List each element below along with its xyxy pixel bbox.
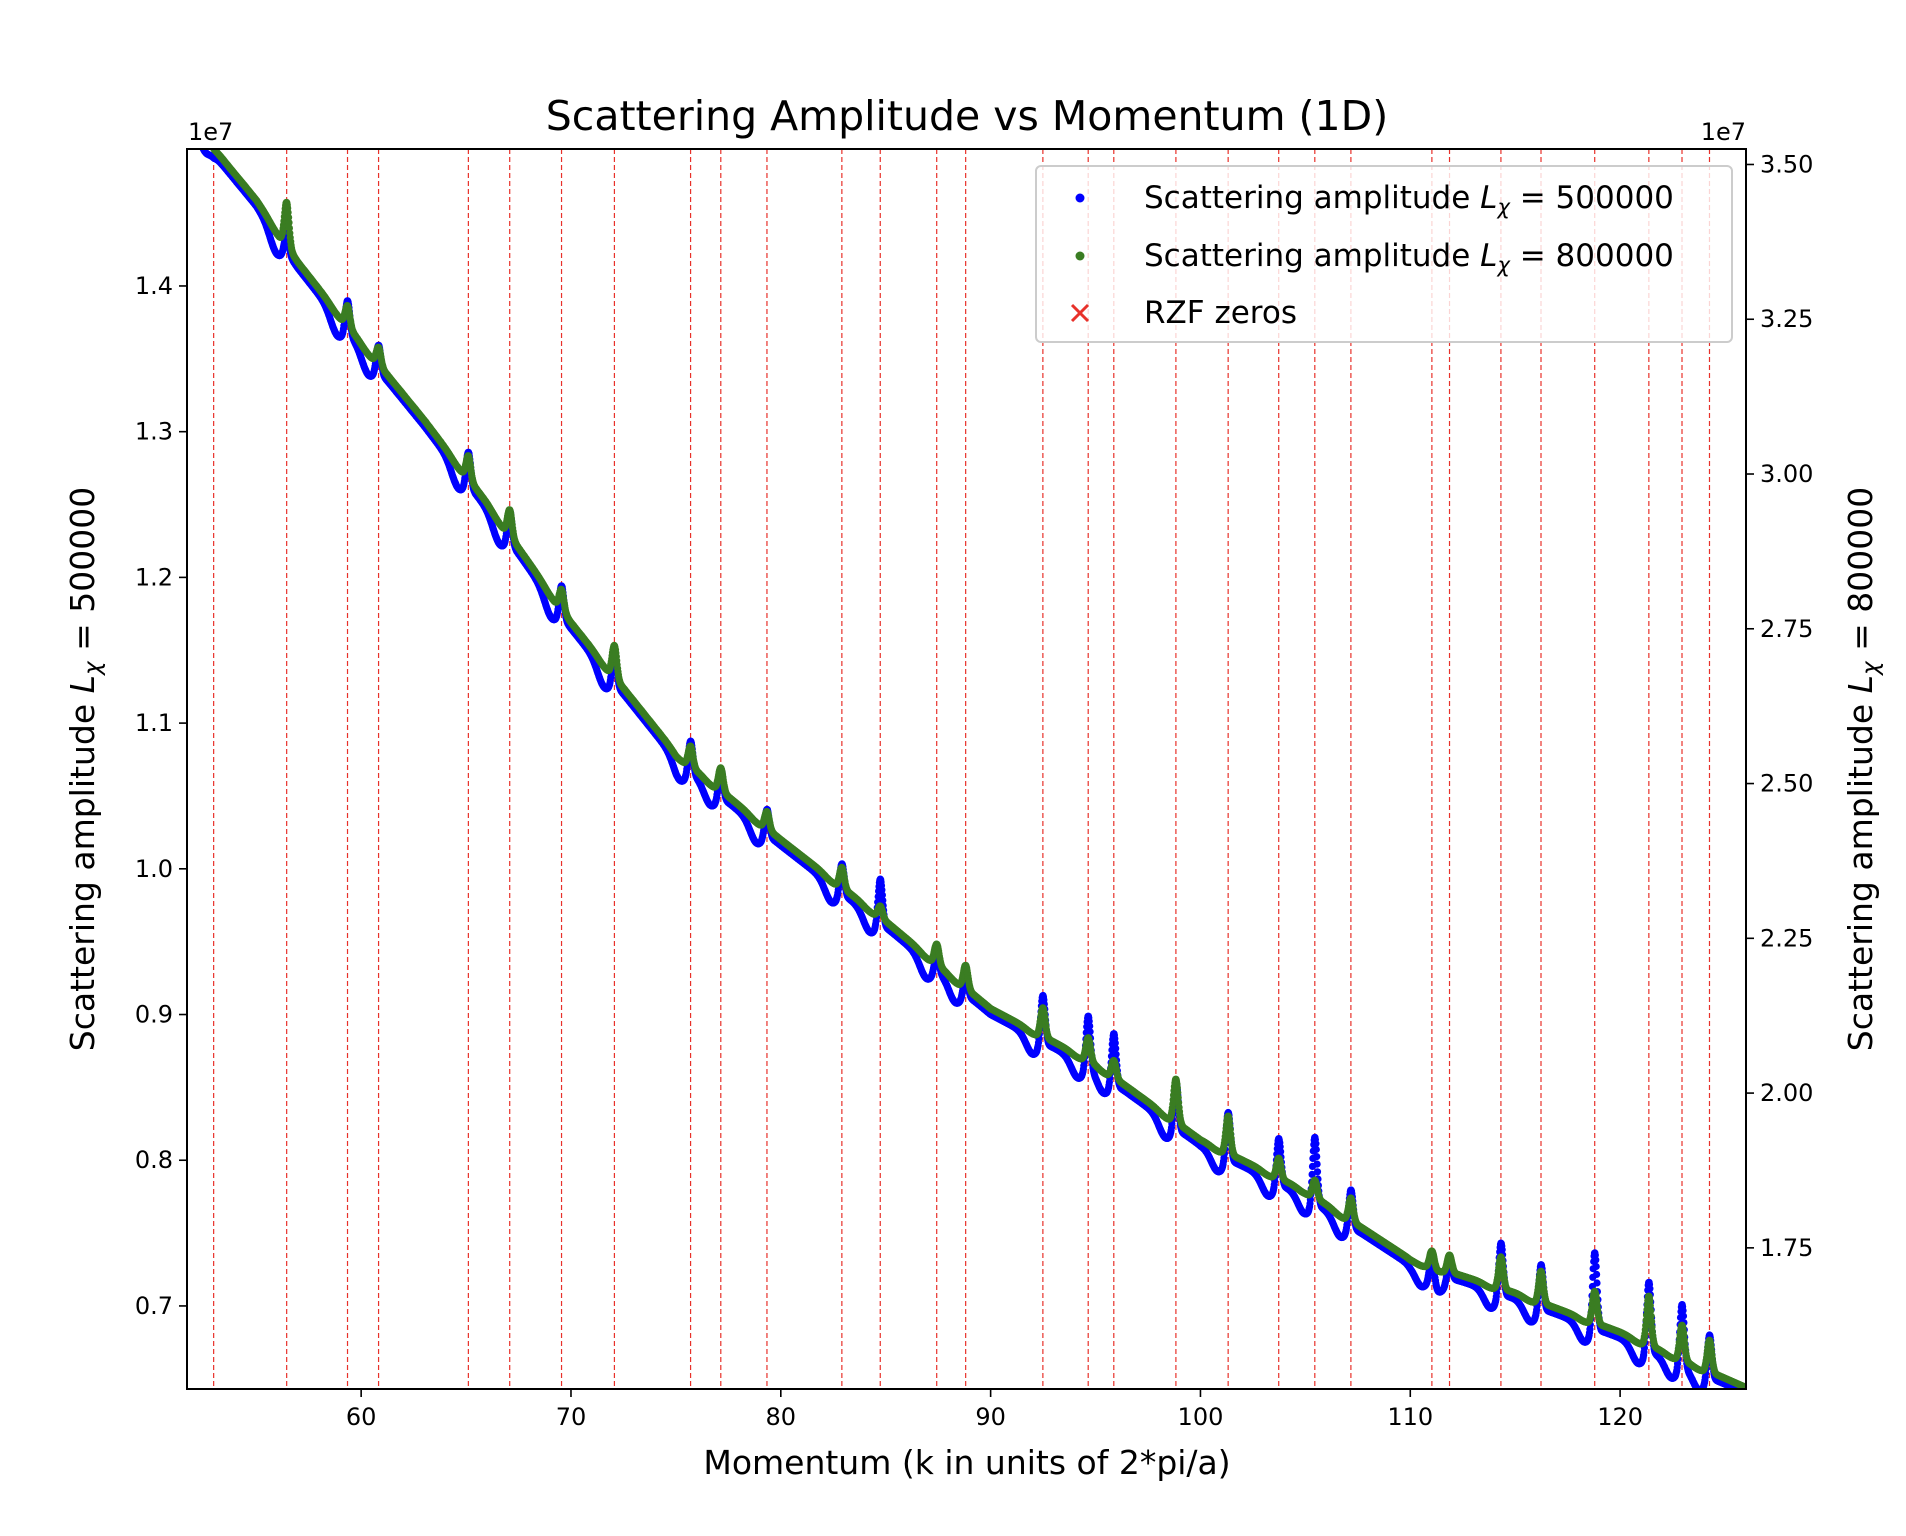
data-point-blue <box>1313 1168 1322 1176</box>
data-point-blue <box>1312 1145 1320 1154</box>
data-point-blue <box>1593 1270 1601 1278</box>
data-point-blue <box>1313 1160 1321 1168</box>
data-point-blue <box>1592 1256 1600 1264</box>
data-point-blue <box>1592 1262 1600 1271</box>
left-offset-label: 1e7 <box>188 118 233 146</box>
data-point-blue <box>1679 1312 1688 1320</box>
data-point-blue <box>1313 1153 1321 1161</box>
data-point-blue <box>1593 1279 1601 1287</box>
right-offset-label: 1e7 <box>1701 118 1746 146</box>
data-point-blue <box>878 891 887 899</box>
chart-title: Scattering Amplitude vs Momentum (1D) <box>546 92 1388 140</box>
